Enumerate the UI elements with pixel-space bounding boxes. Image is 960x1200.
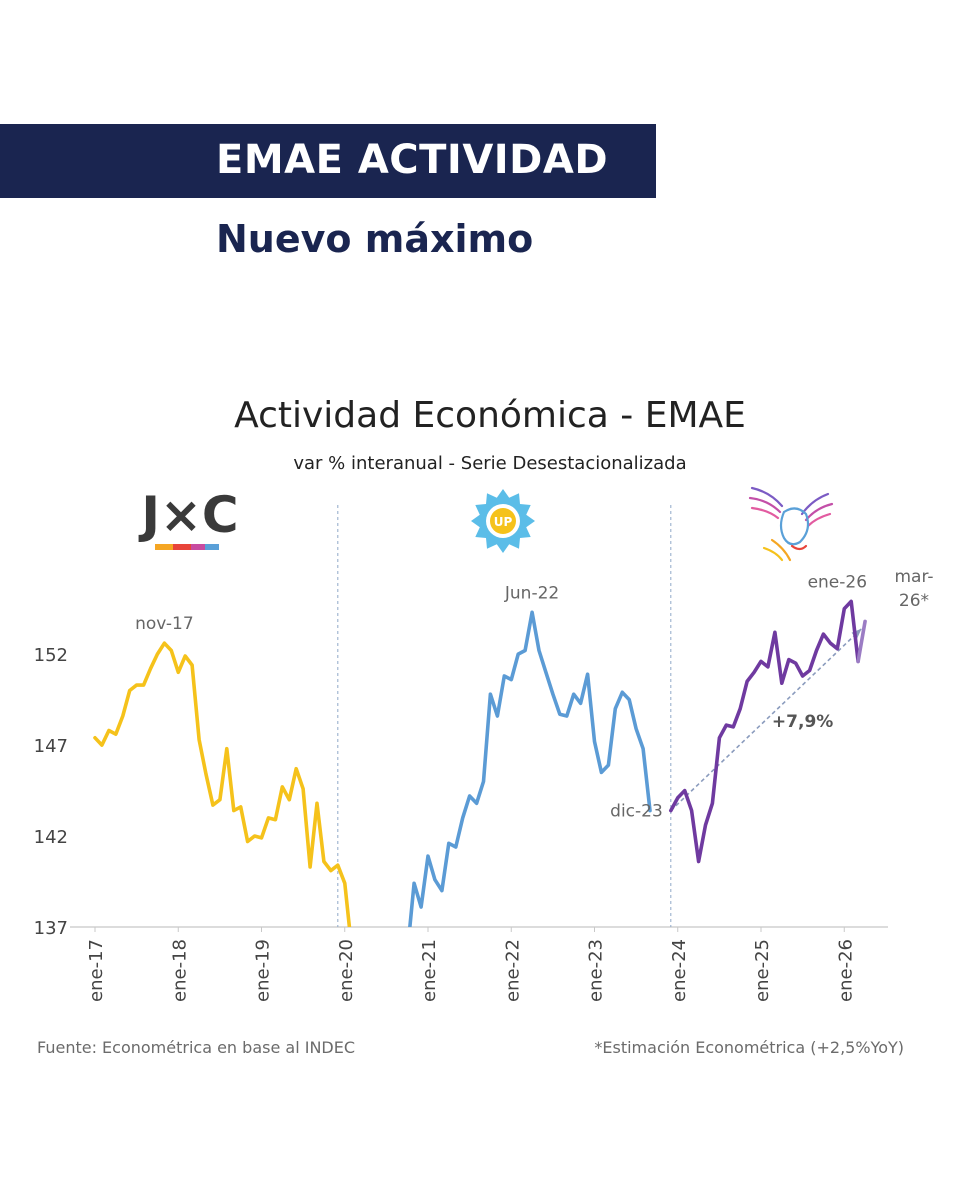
x-tick-label: ene-18: [169, 939, 190, 1002]
up-logo-center: [490, 508, 516, 534]
annotation-label: dic-23: [610, 802, 663, 822]
y-tick-label: 152: [34, 645, 68, 666]
jxc-logo-stripe: [173, 544, 191, 550]
y-tick-label: 147: [34, 736, 68, 757]
x-tick-label: ene-26: [835, 939, 856, 1002]
x-tick-label: ene-23: [586, 939, 607, 1002]
x-tick-label: ene-24: [669, 939, 690, 1002]
x-tick-label: ene-21: [419, 939, 440, 1002]
estimate-note: *Estimación Econométrica (+2,5%YoY): [594, 1038, 904, 1057]
x-tick-label: ene-20: [336, 939, 357, 1002]
annotation-label: Jun-22: [504, 583, 559, 603]
series-jxc-line: [93, 641, 352, 927]
x-tick-label: ene-22: [502, 939, 523, 1002]
x-tick-label: ene-25: [752, 939, 773, 1002]
header-subtitle: Nuevo máximo: [216, 217, 534, 261]
chart-title: Actividad Económica - EMAE: [234, 395, 746, 436]
header-title: EMAE ACTIVIDAD: [216, 137, 609, 183]
annotation-label: ene-26: [808, 572, 867, 592]
period-dividers: [337, 505, 672, 927]
y-tick-label: 142: [34, 827, 68, 848]
series-layer: [93, 599, 867, 927]
jxc-logo-stripe: [155, 544, 173, 550]
estimate-label: mar-: [894, 567, 933, 587]
header-band: [0, 124, 656, 198]
annotation-label: nov-17: [135, 614, 194, 634]
up-logo-text: UP: [494, 515, 513, 529]
jxc-logo-text: J×C: [138, 486, 238, 544]
source-note: Fuente: Econométrica en base al INDEC: [37, 1038, 355, 1057]
trend-line: [670, 628, 863, 812]
annotations: nov-17 Jun-22 dic-23 ene-26 +7,9% mar- 26*: [135, 567, 933, 822]
jxc-logo-stripe: [191, 544, 205, 550]
jxc-logo-stripe: [205, 544, 219, 550]
axes: 137 142 147 152 ene-17 ene-18 ene-19 ene-20 ene-…: [34, 645, 888, 1002]
estimate-label: 26*: [899, 591, 929, 611]
eagle-icon: [748, 486, 834, 562]
y-tick-label: 137: [34, 918, 68, 939]
up-logo: UP: [471, 489, 535, 553]
series-up-line: [408, 610, 652, 927]
annotation-label: +7,9%: [772, 712, 833, 732]
chart-subtitle: var % interanual - Serie Desestacionaliz…: [293, 453, 686, 474]
jxc-logo: J×C: [138, 486, 239, 550]
x-tick-label: ene-19: [253, 939, 274, 1002]
series-lla-line: [668, 599, 860, 864]
series-estimate-line: [856, 619, 867, 664]
x-tick-label: ene-17: [86, 939, 107, 1002]
